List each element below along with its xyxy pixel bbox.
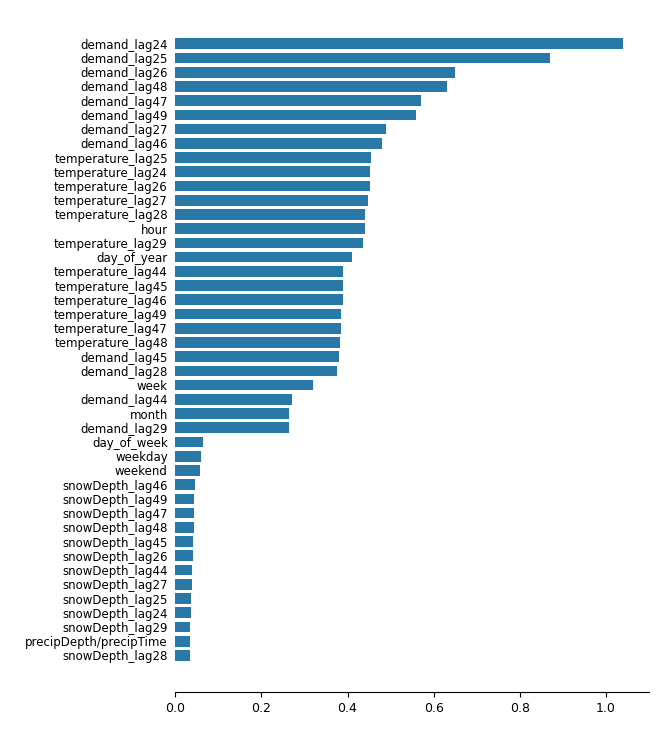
Bar [175, 152, 371, 163]
Bar [175, 551, 193, 561]
Bar [175, 565, 192, 576]
Bar [175, 508, 194, 518]
Bar [175, 522, 193, 533]
Bar [175, 366, 337, 376]
Bar [175, 537, 193, 547]
Bar [175, 323, 341, 333]
Bar [175, 408, 289, 419]
Bar [175, 650, 189, 661]
Bar [175, 607, 191, 618]
Bar [175, 67, 455, 77]
Bar [175, 636, 190, 646]
Bar [175, 351, 339, 362]
Bar [175, 238, 363, 248]
Bar [175, 138, 382, 149]
Bar [175, 280, 343, 291]
Bar [175, 294, 343, 305]
Bar [175, 266, 343, 277]
Bar [175, 195, 368, 205]
Bar [175, 166, 370, 177]
Bar [175, 124, 387, 135]
Bar [175, 53, 549, 63]
Bar [175, 81, 446, 92]
Bar [175, 622, 191, 632]
Bar [175, 209, 365, 220]
Bar [175, 494, 195, 504]
Bar [175, 479, 195, 490]
Bar [175, 422, 289, 434]
Bar [175, 38, 623, 49]
Bar [175, 252, 352, 263]
Bar [175, 465, 201, 476]
Bar [175, 394, 291, 405]
Bar [175, 96, 421, 106]
Bar [175, 337, 340, 348]
Bar [175, 181, 370, 191]
Bar [175, 308, 341, 319]
Bar [175, 380, 313, 391]
Bar [175, 593, 191, 604]
Bar [175, 436, 203, 447]
Bar [175, 579, 192, 590]
Bar [175, 110, 416, 120]
Bar [175, 451, 201, 461]
Bar [175, 223, 365, 234]
